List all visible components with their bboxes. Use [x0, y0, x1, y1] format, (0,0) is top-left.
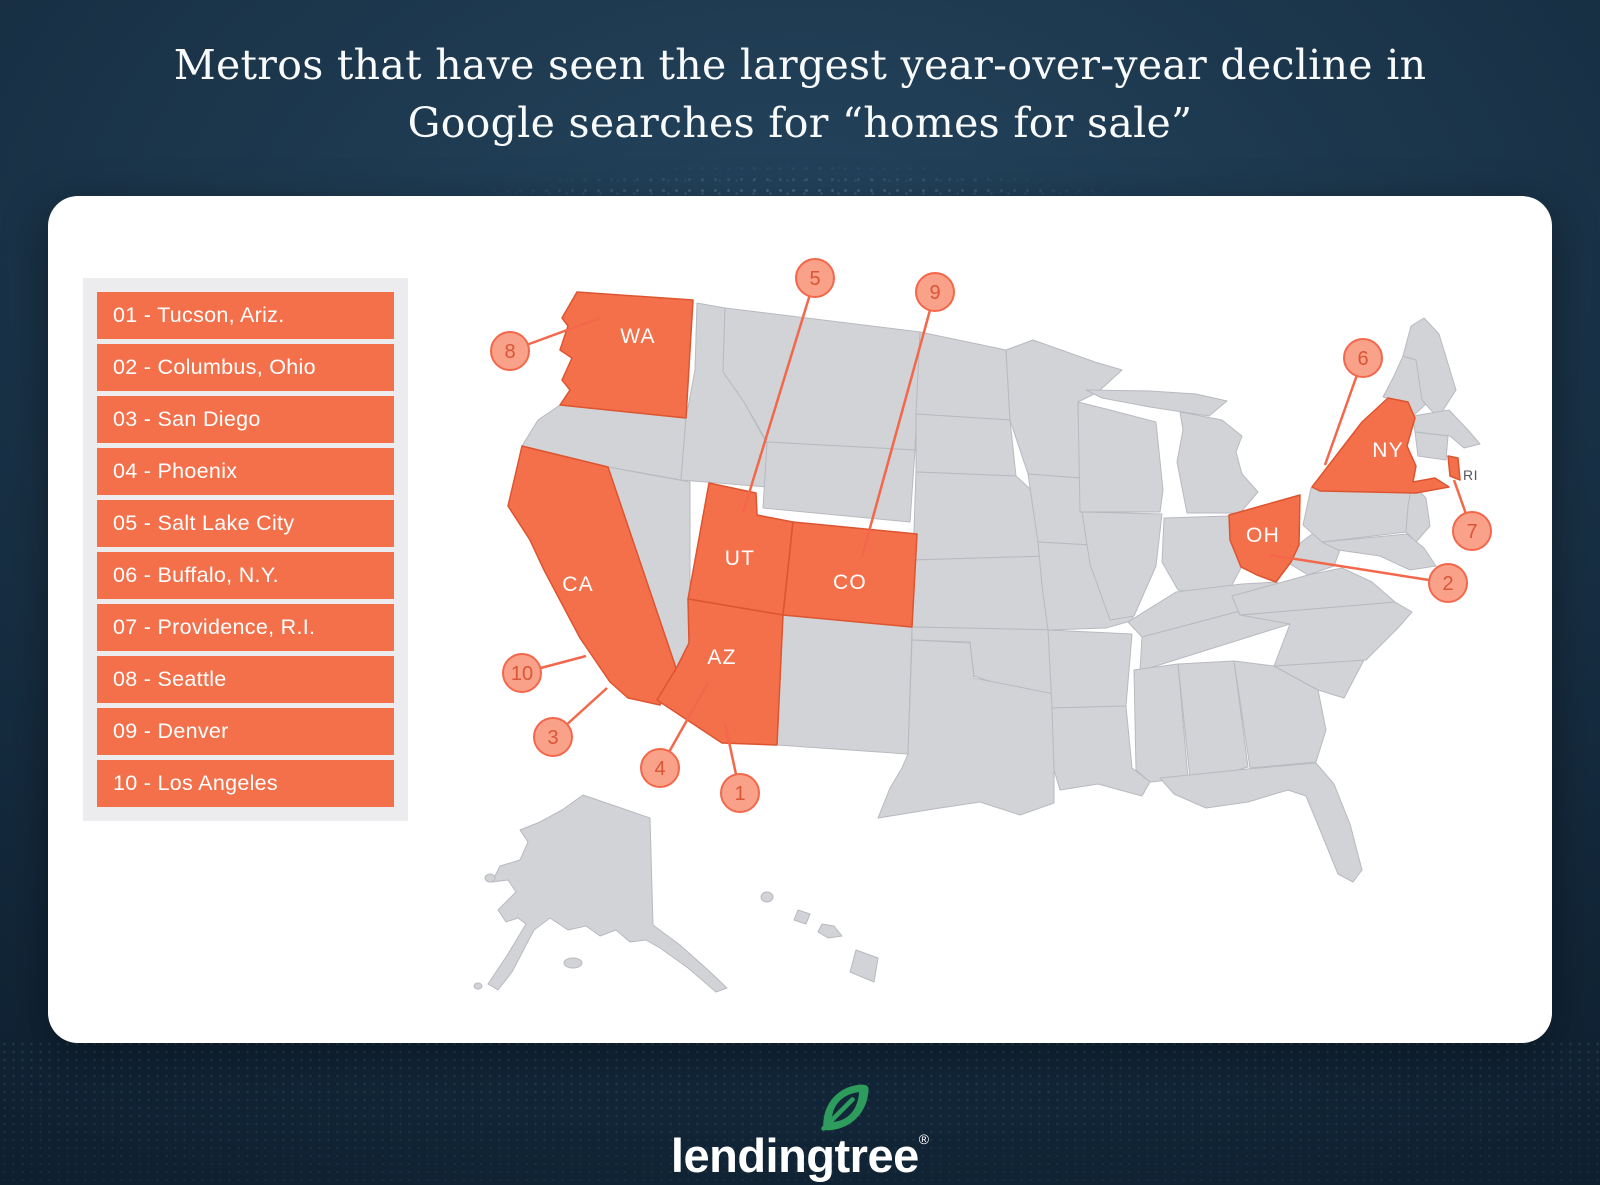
callout-circle-8	[490, 331, 530, 371]
state-mn	[1005, 339, 1123, 479]
callout-number-1: 1	[734, 783, 745, 805]
callout-number-6: 6	[1357, 348, 1368, 370]
state-ne	[912, 471, 1049, 561]
state-nd	[915, 331, 1011, 421]
metro-rank-legend: 01 - Tucson, Ariz. 02 - Columbus, Ohio 0…	[83, 278, 408, 821]
state-wa	[559, 291, 694, 419]
callout-circle-6	[1343, 338, 1383, 378]
state-ca	[507, 445, 677, 706]
registered-trademark: ®	[918, 1131, 930, 1147]
callout-number-5: 5	[809, 268, 820, 290]
state-ks	[911, 555, 1059, 631]
state-ak	[487, 794, 728, 993]
callout-number-8: 8	[504, 341, 515, 363]
leaf-icon	[821, 1084, 869, 1131]
state-label-wa: WA	[620, 325, 655, 348]
state-label-oh: OH	[1246, 524, 1280, 547]
legend-item-columbus: 02 - Columbus, Ohio	[97, 344, 394, 391]
state-nc	[1239, 601, 1413, 667]
callout-number-10: 10	[511, 663, 533, 685]
state-wy	[762, 441, 916, 523]
state-ak-island-1	[484, 873, 496, 883]
callout-circle-2	[1428, 563, 1468, 603]
state-me	[1402, 317, 1457, 419]
state-ct	[1414, 431, 1449, 461]
state-sd	[915, 413, 1017, 477]
state-label-ri: RI	[1463, 467, 1478, 483]
callout-markers: 1 2 3 4 5 6 7 8 9 10	[490, 258, 1492, 813]
legend-item-tucson: 01 - Tucson, Ariz.	[97, 292, 394, 339]
callout-number-3: 3	[547, 727, 558, 749]
callout-circle-9	[915, 272, 955, 312]
state-oh	[1228, 494, 1301, 583]
state-ri	[1447, 455, 1461, 481]
state-ny	[1311, 397, 1450, 494]
legend-item-denver: 09 - Denver	[97, 708, 394, 755]
page-title-line2: Google searches for “homes for sale”	[407, 99, 1193, 148]
legend-item-san-diego: 03 - San Diego	[97, 396, 394, 443]
callout-circle-10	[502, 653, 542, 693]
state-il	[1081, 511, 1163, 621]
state-ak-island-2	[563, 957, 583, 969]
callout-line-9	[860, 291, 937, 558]
callout-circle-4	[640, 748, 680, 788]
callout-circle-5	[795, 258, 835, 298]
page-title: Metros that have seen the largest year-o…	[0, 36, 1600, 152]
states-highlighted	[507, 291, 1461, 746]
state-mi	[1176, 411, 1259, 514]
us-map-svg: 1 2 3 4 5 6 7 8 9 10 WA CA UT CO AZ	[473, 258, 1492, 993]
state-ak-island-3	[473, 982, 483, 990]
state-label-ny: NY	[1372, 439, 1404, 462]
callout-number-7: 7	[1466, 521, 1477, 543]
state-nm	[776, 614, 913, 755]
halftone-dots-bottom	[0, 1040, 1600, 1185]
us-map: 1 2 3 4 5 6 7 8 9 10 WA CA UT CO AZ	[450, 230, 1500, 1010]
state-co	[782, 521, 918, 628]
callout-circle-7	[1452, 511, 1492, 551]
state-hi-oahu	[793, 909, 811, 925]
legend-item-providence: 07 - Providence, R.I.	[97, 604, 394, 651]
page-title-line1: Metros that have seen the largest year-o…	[173, 41, 1427, 89]
state-label-ca: CA	[562, 573, 594, 596]
callout-line-5	[741, 277, 817, 514]
state-fl	[1159, 762, 1363, 883]
state-label-co: CO	[833, 571, 867, 594]
state-md-de	[1321, 533, 1437, 571]
legend-item-la: 10 - Los Angeles	[97, 760, 394, 807]
state-la	[1051, 705, 1151, 797]
legend-item-salt-lake: 05 - Salt Lake City	[97, 500, 394, 547]
state-hi-big-island	[849, 949, 879, 983]
infographic-card: 01 - Tucson, Ariz. 02 - Columbus, Ohio 0…	[48, 196, 1552, 1043]
state-az	[656, 598, 784, 746]
state-hi-kauai	[760, 891, 774, 903]
state-tx	[877, 639, 1055, 819]
callout-line-2	[1269, 553, 1449, 585]
state-label-az: AZ	[707, 646, 736, 669]
callout-circle-1	[720, 773, 760, 813]
state-label-ut: UT	[725, 547, 755, 570]
state-labels: WA CA UT CO AZ NY OH RI	[562, 325, 1478, 669]
lendingtree-logo: lendingtree®	[0, 1084, 1600, 1183]
state-mi-up	[1085, 389, 1228, 417]
callout-circle-3	[533, 717, 573, 757]
brand-name: lendingtree	[670, 1129, 919, 1182]
state-wi	[1077, 401, 1164, 513]
legend-item-phoenix: 04 - Phoenix	[97, 448, 394, 495]
state-ar	[1047, 629, 1133, 709]
callout-number-2: 2	[1442, 573, 1453, 595]
legend-item-buffalo: 06 - Buffalo, N.Y.	[97, 552, 394, 599]
states-gray	[473, 302, 1481, 993]
state-hi-maui	[817, 923, 843, 939]
legend-item-seattle: 08 - Seattle	[97, 656, 394, 703]
callout-number-4: 4	[654, 758, 665, 780]
callout-number-9: 9	[929, 282, 940, 304]
